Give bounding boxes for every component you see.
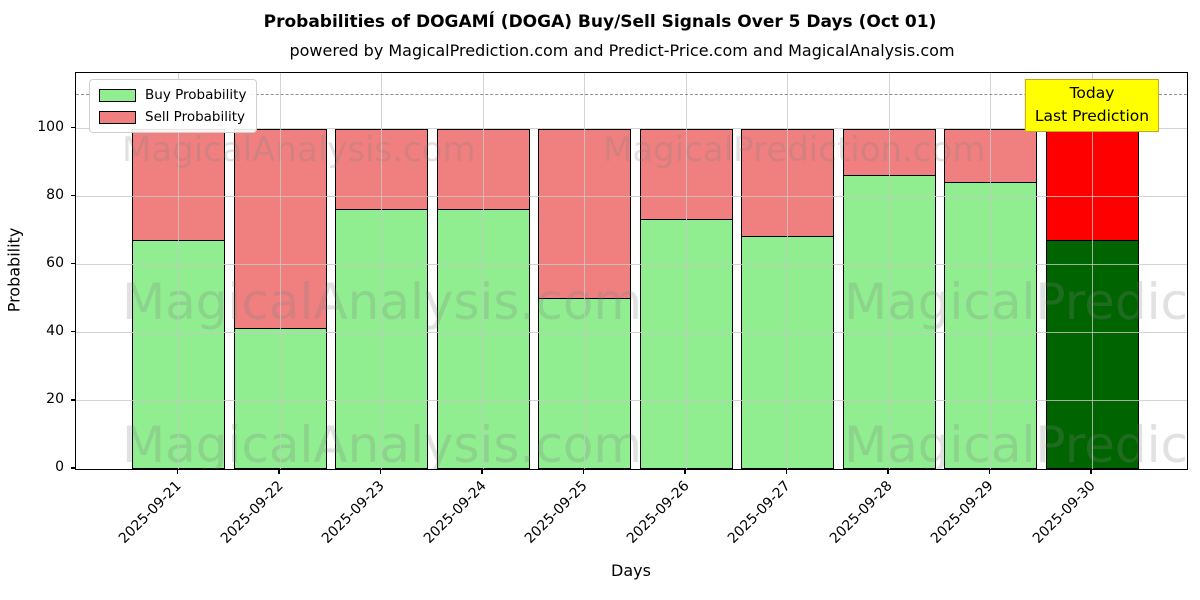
x-tick-mark xyxy=(887,469,889,474)
y-tick-mark xyxy=(70,126,75,129)
x-tick-mark xyxy=(988,469,991,474)
y-tick-label: 0 xyxy=(55,459,64,475)
y-tick-mark xyxy=(70,399,75,401)
chart-title: Probabilities of DOGAMÍ (DOGA) Buy/Sell … xyxy=(263,12,937,32)
x-tick-label: 2025-09-24 xyxy=(420,478,490,547)
x-tick-mark xyxy=(684,469,686,474)
stacked-bar xyxy=(335,128,428,469)
x-tick-label: 2025-09-28 xyxy=(826,478,896,547)
sell-segment xyxy=(436,128,530,211)
buy-segment xyxy=(741,237,834,469)
y-axis-ticks: 0 20 40 60 80 100 xyxy=(0,72,75,475)
stacked-bar xyxy=(1045,128,1139,469)
sell-segment xyxy=(944,128,1037,183)
v-gridline xyxy=(1091,73,1093,469)
y-tick-mark xyxy=(70,263,75,265)
buy-segment xyxy=(436,210,530,469)
x-tick-mark xyxy=(379,469,382,474)
sell-segment xyxy=(842,128,936,177)
x-tick-mark xyxy=(278,469,280,474)
y-tick-label: 60 xyxy=(46,254,64,271)
x-tick-label: 2025-09-23 xyxy=(318,478,388,547)
y-tick-label: 100 xyxy=(37,118,64,135)
annotation-line-2: Last Prediction xyxy=(1034,107,1150,126)
buy-segment xyxy=(233,329,327,469)
x-axis-ticks: 2025-09-21 2025-09-22 2025-09-23 2025-09-24… xyxy=(75,468,1186,598)
watermark-text: MagicalAnalysis.com xyxy=(122,416,643,469)
watermark-text: MagicalPrediction.com xyxy=(603,130,986,170)
chart-subtitle: powered by MagicalPrediction.com and Pre… xyxy=(289,41,955,60)
x-tick-label: 2025-09-27 xyxy=(724,478,794,547)
plot-area: MagicalAnalysis.com MagicalPrediction.co… xyxy=(75,72,1188,470)
v-gridline xyxy=(482,73,484,469)
watermark-text: MagicalPrediction.com xyxy=(844,273,1187,331)
x-tick-mark xyxy=(1090,469,1092,474)
x-tick-label: 2025-09-26 xyxy=(623,478,693,547)
sell-segment xyxy=(335,128,428,211)
y-tick-mark xyxy=(70,467,75,469)
v-gridline xyxy=(888,73,890,469)
v-gridline xyxy=(787,73,788,469)
x-tick-label: 2025-09-21 xyxy=(115,478,185,547)
legend-item-sell: Sell Probability xyxy=(99,109,246,125)
x-tick-mark xyxy=(785,469,788,474)
watermark-text: MagicalAnalysis.com xyxy=(122,273,643,331)
x-tick-label: 2025-09-29 xyxy=(927,478,997,547)
stacked-bar xyxy=(436,128,530,469)
x-tick-label: 2025-09-30 xyxy=(1029,478,1099,547)
watermark-text: MagicalAnalysis.com xyxy=(122,130,476,170)
x-tick-mark xyxy=(176,469,179,474)
stacked-bar xyxy=(944,128,1037,469)
legend: Buy Probability Sell Probability xyxy=(89,79,258,133)
v-gridline xyxy=(584,73,585,469)
stacked-bar xyxy=(132,128,225,469)
stacked-bar xyxy=(538,128,631,469)
buy-swatch-icon xyxy=(99,88,136,102)
h-gridline xyxy=(76,196,1187,198)
v-gridline xyxy=(381,73,382,469)
x-tick-mark xyxy=(582,469,585,474)
y-tick-mark xyxy=(70,194,75,197)
legend-item-buy: Buy Probability xyxy=(99,87,246,103)
stacked-bar xyxy=(842,128,936,469)
stacked-bar xyxy=(233,128,327,469)
legend-sell-label: Sell Probability xyxy=(145,109,246,125)
sell-segment xyxy=(132,128,225,241)
stacked-bar xyxy=(639,128,733,469)
y-tick-label: 80 xyxy=(46,186,64,203)
buy-segment xyxy=(842,176,936,469)
threshold-dashed-line xyxy=(76,94,1187,96)
buy-segment xyxy=(335,210,428,469)
y-tick-label: 40 xyxy=(46,322,64,339)
buy-segment xyxy=(538,298,631,469)
x-tick-label: 2025-09-25 xyxy=(521,478,591,547)
buy-segment xyxy=(1045,240,1139,469)
h-gridline xyxy=(76,332,1187,334)
stacked-bar xyxy=(741,128,834,469)
sell-segment xyxy=(741,128,834,238)
h-gridline xyxy=(76,264,1187,266)
h-gridline xyxy=(76,400,1187,402)
v-gridline xyxy=(685,73,687,469)
sell-segment xyxy=(538,128,631,299)
sell-swatch-icon xyxy=(99,110,136,124)
v-gridline xyxy=(990,73,991,469)
annotation-line-1: Today xyxy=(1069,84,1115,102)
v-gridline xyxy=(279,73,281,469)
buy-segment xyxy=(132,240,225,469)
x-tick-mark xyxy=(481,469,483,474)
sell-segment xyxy=(233,128,327,330)
buy-segment xyxy=(944,182,1037,469)
y-tick-mark xyxy=(70,331,75,333)
sell-segment xyxy=(639,128,733,221)
today-annotation: Today Last Prediction xyxy=(1024,79,1160,132)
x-axis-label: Days xyxy=(611,561,651,580)
legend-buy-label: Buy Probability xyxy=(145,87,247,103)
sell-segment xyxy=(1045,128,1139,241)
buy-segment xyxy=(639,220,733,469)
y-tick-label: 20 xyxy=(46,390,64,407)
x-tick-label: 2025-09-22 xyxy=(217,478,287,547)
watermark-text: MagicalPrediction.com xyxy=(844,416,1187,469)
